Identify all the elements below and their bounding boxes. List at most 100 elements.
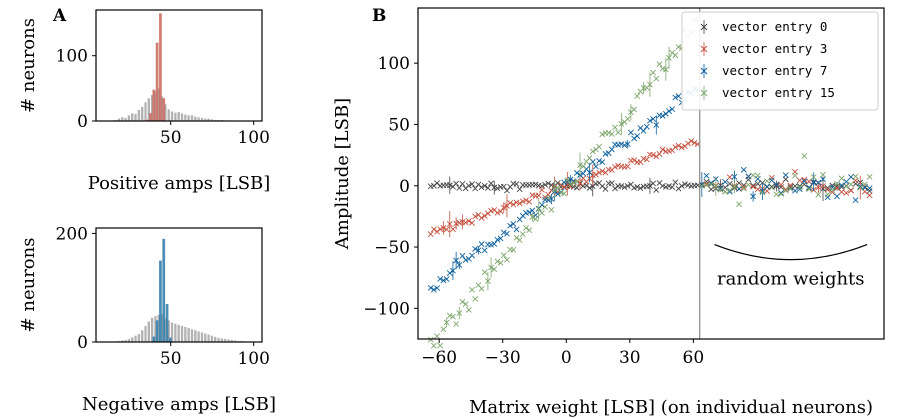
- panel-label-a: A: [52, 6, 67, 26]
- data-point: [472, 295, 479, 302]
- data-point: [561, 190, 568, 197]
- series-3: [427, 16, 873, 349]
- legend-label: vector entry 3: [722, 41, 827, 56]
- data-point: [532, 216, 539, 223]
- data-point: [736, 201, 743, 208]
- data-point: [516, 186, 523, 193]
- data-point: [481, 269, 488, 276]
- data-point: [666, 183, 672, 189]
- data-point: [624, 116, 631, 122]
- data-point: [662, 184, 669, 190]
- data-point: [656, 61, 663, 68]
- data-point: [554, 184, 561, 191]
- data-point: [792, 172, 798, 179]
- histogram-bar-background: [173, 112, 177, 122]
- data-point: [599, 131, 606, 138]
- data-point: [615, 129, 622, 136]
- y-tick-label: −50: [374, 238, 410, 258]
- data-point: [443, 226, 450, 233]
- data-point: [764, 178, 770, 185]
- data-point: [678, 182, 685, 189]
- data-point: [596, 157, 603, 164]
- data-point: [500, 252, 507, 259]
- data-point: [843, 189, 850, 196]
- data-point: [478, 184, 485, 191]
- data-point: [787, 185, 794, 192]
- data-point: [824, 191, 831, 198]
- data-point: [478, 285, 485, 292]
- data-point: [848, 181, 854, 188]
- data-point: [768, 177, 775, 184]
- data-point: [542, 204, 549, 210]
- data-point: [548, 206, 555, 213]
- data-point: [497, 235, 504, 242]
- data-point: [481, 247, 488, 254]
- data-point: [593, 171, 599, 178]
- histogram-bar-highlight: [159, 260, 162, 342]
- histogram-bar-background: [147, 321, 151, 343]
- histogram-bar-background: [200, 332, 204, 343]
- y-axis-label: # neurons: [18, 238, 39, 333]
- data-point: [740, 166, 747, 173]
- annotation-brace: [714, 244, 868, 261]
- histogram-bar-background: [180, 112, 184, 122]
- histogram-bar-background: [177, 324, 181, 343]
- data-point: [462, 219, 469, 226]
- data-point: [523, 197, 529, 204]
- data-point: [618, 141, 625, 148]
- histogram-bar-background: [183, 326, 187, 343]
- data-point: [430, 226, 437, 233]
- data-point: [829, 184, 836, 191]
- data-point: [570, 180, 577, 186]
- data-point: [750, 172, 757, 179]
- data-point: [440, 326, 447, 333]
- histogram-bar-background: [130, 112, 134, 122]
- data-point: [437, 226, 444, 233]
- data-point: [469, 286, 475, 293]
- data-point: [634, 133, 641, 139]
- data-point: [764, 183, 770, 190]
- x-axis-label: Negative amps [LSB]: [82, 394, 276, 415]
- y-tick-label: 50: [388, 115, 410, 135]
- data-point: [824, 194, 831, 201]
- x-tick-label: 50: [160, 349, 182, 369]
- data-point: [637, 185, 644, 192]
- data-point: [465, 182, 472, 189]
- data-point: [862, 183, 868, 190]
- histogram-bar-background: [177, 111, 181, 122]
- histogram-bar-background: [170, 111, 174, 122]
- x-tick-label: 50: [160, 128, 182, 148]
- data-point: [427, 231, 434, 238]
- x-axis-label: Matrix weight [LSB] (on individual neuro…: [469, 397, 873, 418]
- data-point: [810, 174, 817, 180]
- data-point: [430, 286, 437, 293]
- data-point: [545, 180, 552, 187]
- histogram-bar-background: [127, 114, 131, 122]
- data-point: [472, 213, 479, 220]
- data-point: [857, 183, 864, 190]
- x-tick-label: −60: [421, 348, 457, 368]
- data-point: [708, 186, 715, 193]
- data-point: [829, 187, 836, 194]
- data-point: [497, 259, 504, 266]
- data-point: [573, 184, 580, 191]
- data-point: [462, 301, 469, 308]
- data-point: [504, 256, 510, 263]
- x-tick-label: 100: [237, 349, 269, 369]
- data-point: [437, 275, 444, 282]
- data-point: [608, 146, 615, 153]
- histogram-bar-background: [137, 109, 141, 122]
- histogram-bar-highlight: [155, 320, 159, 342]
- data-point: [824, 184, 831, 191]
- x-tick-label: −30: [485, 348, 521, 368]
- data-point: [650, 180, 657, 187]
- data-point: [526, 227, 533, 234]
- panel-label-b: B: [372, 6, 386, 26]
- data-point: [866, 192, 873, 199]
- histogram-bar-background: [167, 109, 171, 122]
- data-point: [768, 183, 775, 190]
- data-point: [848, 174, 854, 180]
- data-point: [656, 150, 663, 157]
- y-tick-label: 200: [56, 224, 88, 244]
- data-point: [672, 144, 679, 151]
